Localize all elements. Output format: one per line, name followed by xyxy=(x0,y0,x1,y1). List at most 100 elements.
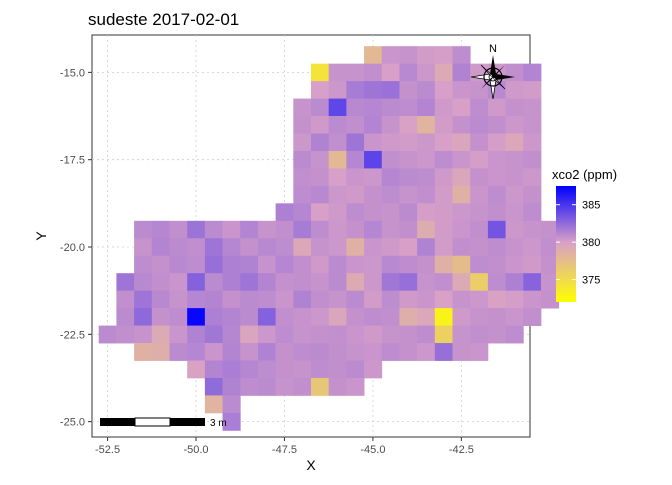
heatmap-cell xyxy=(311,150,330,169)
heatmap-cell xyxy=(346,238,365,257)
heatmap-cell xyxy=(116,273,135,292)
heatmap-cell xyxy=(381,273,400,292)
heatmap-cell xyxy=(434,63,453,82)
heatmap-cell xyxy=(523,133,542,152)
heatmap-cell xyxy=(364,81,383,99)
heatmap-cell xyxy=(311,81,330,99)
heatmap-cell xyxy=(523,255,542,274)
heatmap-cell xyxy=(311,220,330,239)
heatmap-cell xyxy=(311,133,330,152)
heatmap-cell xyxy=(346,343,365,361)
heatmap-cell xyxy=(399,273,418,292)
heatmap-cell xyxy=(523,168,542,187)
heatmap-cell xyxy=(417,168,436,187)
heatmap-cell xyxy=(364,343,383,361)
heatmap-cell xyxy=(204,238,223,257)
heatmap-cell xyxy=(328,203,347,222)
heatmap-cell xyxy=(257,255,277,274)
heatmap-cell xyxy=(240,308,259,326)
heatmap-cell xyxy=(505,308,524,326)
x-axis: -52.5 -50.0 -47.5 -45.0 -42.5 xyxy=(95,437,474,456)
heatmap-cell xyxy=(275,238,294,257)
y-tick-label: -25.0 xyxy=(60,417,85,429)
x-tick-label: -45.0 xyxy=(360,444,385,456)
heatmap-cell xyxy=(452,185,471,204)
heatmap-cell xyxy=(540,273,560,292)
heatmap-cell xyxy=(328,133,347,152)
heatmap-cell xyxy=(169,220,188,239)
heatmap-cell xyxy=(540,220,560,239)
heatmap-cell xyxy=(328,168,347,187)
heatmap-cell xyxy=(257,325,277,344)
heatmap-cell xyxy=(311,290,330,309)
heatmap-cell xyxy=(275,360,294,379)
heatmap-cell xyxy=(187,238,206,257)
heatmap-cell xyxy=(151,290,170,309)
heatmap-cell xyxy=(328,238,347,257)
y-tick-label: -17.5 xyxy=(60,155,85,167)
heatmap-cell xyxy=(470,273,489,292)
heatmap-cell xyxy=(399,290,418,309)
heatmap-cell xyxy=(487,290,506,309)
heatmap-cell xyxy=(364,168,383,187)
heatmap-cell xyxy=(505,63,524,82)
heatmap-cell xyxy=(346,203,365,222)
heatmap-cell xyxy=(434,185,453,204)
heatmap-cell xyxy=(364,185,383,204)
heatmap-cell xyxy=(187,308,206,326)
heatmap-cell xyxy=(364,98,383,117)
heatmap-cell xyxy=(311,238,330,257)
heatmap-cell xyxy=(452,98,471,117)
heatmap-cell xyxy=(257,290,277,309)
heatmap-cell xyxy=(470,325,489,344)
heatmap-cell xyxy=(346,220,365,239)
heatmap-cell xyxy=(204,290,223,309)
heatmap-cell xyxy=(364,150,383,169)
heatmap-cell xyxy=(293,273,312,292)
heatmap-cell xyxy=(523,150,542,169)
heatmap-cell xyxy=(434,116,453,134)
heatmap-cell xyxy=(523,63,542,82)
heatmap-cell xyxy=(346,360,365,379)
heatmap-cell xyxy=(470,203,489,222)
heatmap-cell xyxy=(399,133,418,152)
heatmap-cell xyxy=(364,203,383,222)
heatmap-cell xyxy=(311,273,330,292)
heatmap-cell xyxy=(434,150,453,169)
heatmap-cell xyxy=(134,343,153,361)
heatmap-cell xyxy=(134,220,153,239)
heatmap-cell xyxy=(487,203,506,222)
heatmap-cell xyxy=(523,116,542,134)
heatmap-cell xyxy=(293,360,312,379)
heatmap-cell xyxy=(204,325,223,344)
heatmap-cell xyxy=(417,325,436,344)
heatmap-cell xyxy=(364,308,383,326)
heatmap-cell xyxy=(311,325,330,344)
north-arrow-label: N xyxy=(489,43,497,55)
heatmap-cell xyxy=(222,290,241,309)
heatmap-cell xyxy=(346,377,365,396)
heatmap-cell xyxy=(487,220,506,239)
heatmap-cell xyxy=(328,220,347,239)
heatmap-cell xyxy=(452,238,471,257)
heatmap-cell xyxy=(434,308,453,326)
heatmap-cell xyxy=(151,273,170,292)
heatmap-cell xyxy=(434,238,453,257)
x-tick-label: -42.5 xyxy=(449,444,474,456)
heatmap-cell xyxy=(134,238,153,257)
heatmap-cell xyxy=(328,343,347,361)
heatmap-cell xyxy=(204,308,223,326)
heatmap-cell xyxy=(151,220,170,239)
heatmap-cell xyxy=(169,290,188,309)
heatmap-cell xyxy=(470,150,489,169)
heatmap-cell xyxy=(381,255,400,274)
heatmap-cell xyxy=(328,150,347,169)
heatmap-cell xyxy=(187,343,206,361)
heatmap-cell xyxy=(275,203,294,222)
heatmap-cell xyxy=(417,63,436,82)
heatmap-cell xyxy=(328,290,347,309)
heatmap-cell xyxy=(151,255,170,274)
heatmap-cell xyxy=(204,343,223,361)
heatmap-cell xyxy=(169,325,188,344)
